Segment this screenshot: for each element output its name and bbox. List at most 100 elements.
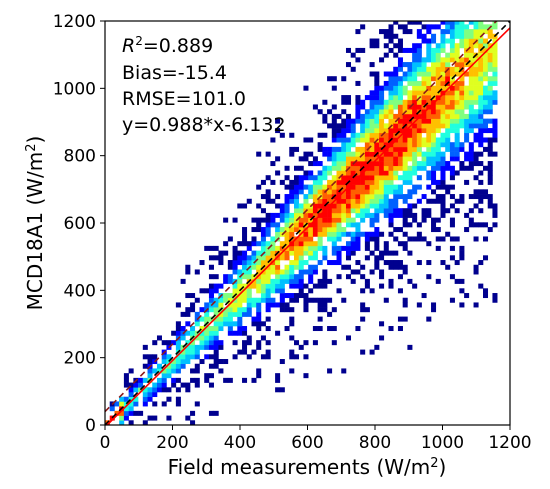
density-cell [487, 62, 493, 68]
density-cell [246, 302, 252, 308]
density-cell [431, 175, 437, 181]
density-cell [459, 146, 465, 152]
density-cell [341, 146, 347, 152]
density-cell [459, 113, 465, 119]
density-cell [435, 128, 441, 134]
density-cell [360, 179, 366, 185]
density-cell [298, 222, 304, 228]
density-cell [303, 302, 309, 308]
density-cell [232, 297, 238, 303]
density-cell [341, 245, 347, 251]
density-cell [317, 326, 323, 332]
density-cell [223, 316, 229, 322]
density-cell [128, 401, 134, 407]
density-cell [483, 293, 489, 299]
density-cell [393, 128, 399, 134]
density-cell [421, 33, 427, 39]
density-cell [402, 132, 408, 138]
density-cell [397, 95, 403, 101]
density-cell [114, 410, 120, 416]
density-cell [190, 354, 196, 360]
density-cell [454, 47, 460, 53]
density-cell [449, 142, 455, 148]
density-cell [232, 255, 238, 261]
density-cell [152, 354, 158, 360]
density-cell [473, 24, 479, 30]
density-cell [431, 113, 437, 119]
density-cell [374, 241, 380, 247]
density-cell [237, 321, 243, 327]
density-cell [393, 76, 399, 82]
density-cell [454, 137, 460, 143]
density-cell [275, 245, 281, 251]
density-cell [142, 387, 148, 393]
density-cell [379, 128, 385, 134]
density-cell [199, 359, 205, 365]
density-cell [464, 293, 470, 299]
density-cell [435, 184, 441, 190]
density-cell [492, 132, 498, 138]
density-cell [383, 179, 389, 185]
density-cell [331, 326, 337, 332]
density-cell [237, 297, 243, 303]
density-cell [492, 76, 498, 82]
density-cell [128, 396, 134, 402]
density-cell [142, 392, 148, 398]
density-cell [397, 274, 403, 280]
density-cell [128, 387, 134, 393]
density-cell [464, 113, 470, 119]
density-cell [256, 217, 262, 223]
density-cell [412, 128, 418, 134]
density-cell [388, 184, 394, 190]
density-cell [279, 241, 285, 247]
density-cell [350, 208, 356, 214]
density-cell [175, 387, 181, 393]
density-cell [327, 165, 333, 171]
density-cell [237, 269, 243, 275]
density-cell [256, 203, 262, 209]
density-cell [492, 47, 498, 53]
density-cell [218, 326, 224, 332]
density-cell [265, 288, 271, 294]
density-cell [322, 278, 328, 284]
density-cell [175, 363, 181, 369]
density-cell [449, 128, 455, 134]
density-cell [426, 90, 432, 96]
density-cell [265, 198, 271, 204]
density-cell [208, 297, 214, 303]
density-cell [142, 401, 148, 407]
density-cell [412, 212, 418, 218]
density-cell [199, 307, 205, 313]
density-cell [213, 288, 219, 294]
density-cell [166, 354, 172, 360]
density-cell [440, 21, 446, 25]
density-cell [270, 217, 276, 223]
density-cell [473, 203, 479, 209]
density-cell [416, 62, 422, 68]
density-cell [317, 222, 323, 228]
density-cell [279, 359, 285, 365]
density-cell [487, 43, 493, 49]
density-cell [161, 368, 167, 374]
density-cell [204, 302, 210, 308]
density-cell [360, 274, 366, 280]
density-cell [412, 80, 418, 86]
density-cell [298, 165, 304, 171]
density-cell [152, 392, 158, 398]
density-cell [289, 231, 295, 237]
density-cell [464, 123, 470, 129]
density-cell [331, 104, 337, 110]
density-cell [345, 128, 352, 134]
density-cell [208, 363, 214, 369]
density-cell [175, 368, 181, 374]
density-cell [152, 382, 158, 388]
density-cell [251, 264, 257, 270]
density-cell [308, 274, 314, 280]
density-cell [383, 241, 389, 247]
density-cell [327, 109, 333, 115]
density-cell [487, 142, 493, 148]
density-cell [322, 194, 328, 200]
density-cell [483, 43, 489, 49]
density-cell [468, 80, 474, 86]
density-cell [492, 118, 498, 124]
